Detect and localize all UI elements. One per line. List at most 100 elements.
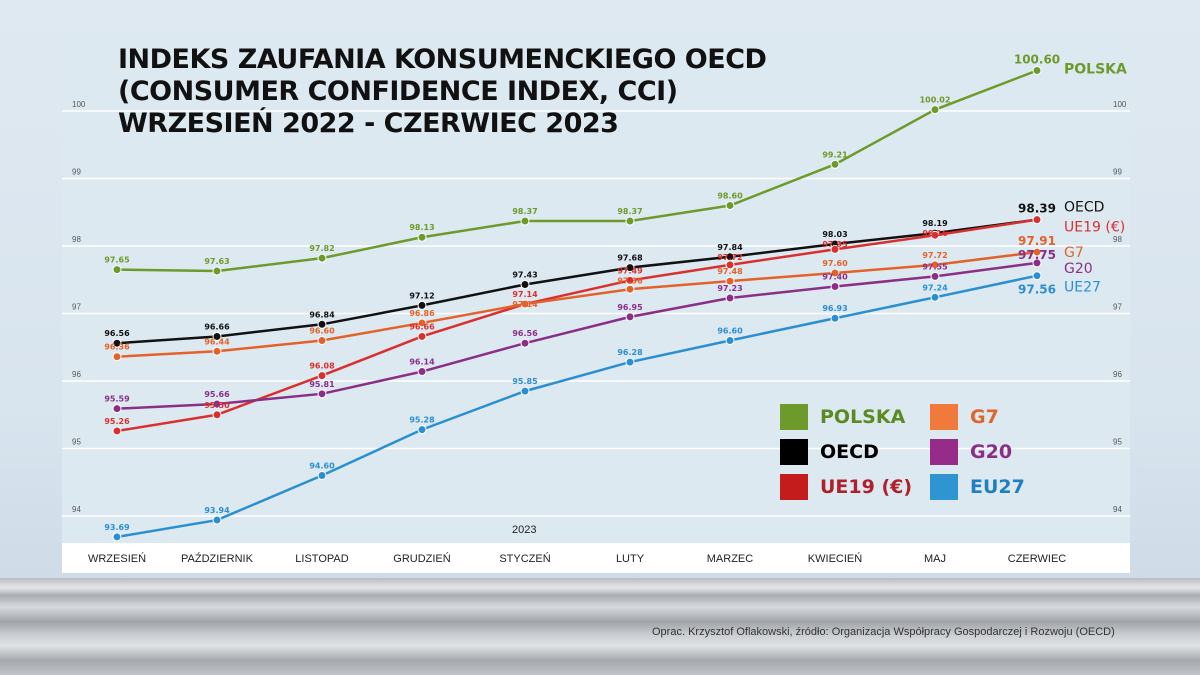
legend-swatch <box>930 439 958 465</box>
data-point <box>1032 215 1042 225</box>
data-point <box>1032 247 1042 257</box>
data-label: 96.44 <box>204 337 230 346</box>
data-label: 97.84 <box>717 243 743 252</box>
data-label: 97.75 <box>1018 248 1056 262</box>
data-point <box>625 312 635 322</box>
data-label: 98.03 <box>822 230 847 239</box>
data-label: 93.69 <box>104 523 130 532</box>
x-tick-label: WRZESIEŃ <box>88 552 146 565</box>
series-end-label: OECD <box>1064 200 1104 216</box>
legend-label: UE19 (€) <box>820 476 913 498</box>
data-point <box>1032 258 1042 268</box>
y-tick-label-left: 97 <box>72 303 81 312</box>
y-tick-label-right: 96 <box>1113 370 1122 379</box>
legend: POLSKA G7 OECD G20 UE19 (€) EU27 <box>780 404 1050 500</box>
data-label: 97.12 <box>409 291 434 300</box>
legend-item: UE19 (€) <box>780 474 930 500</box>
data-label: 98.37 <box>617 207 642 216</box>
series-line-g20 <box>116 261 1038 410</box>
title-line-2: (CONSUMER CONFIDENCE INDEX, CCI) <box>118 76 678 107</box>
data-point <box>112 338 122 348</box>
data-point <box>212 515 222 525</box>
data-point <box>625 284 635 294</box>
title-line-1: INDEKS ZAUFANIA KONSUMENCKIEGO OECD <box>118 44 767 75</box>
data-label: 97.60 <box>822 259 848 268</box>
data-label: 96.84 <box>309 310 335 319</box>
title-line-3: WRZESIEŃ 2022 - CZERWIEC 2023 <box>118 108 619 139</box>
data-point <box>725 293 735 303</box>
data-label: 95.59 <box>104 395 130 404</box>
data-point <box>417 232 427 242</box>
data-label: 96.56 <box>104 329 130 338</box>
data-point <box>830 313 840 323</box>
series-line-eu27 <box>116 274 1038 539</box>
data-label: 97.24 <box>922 283 948 292</box>
data-point <box>417 331 427 341</box>
series-end-label: G7 <box>1064 245 1084 261</box>
data-label: 98.13 <box>409 223 434 232</box>
y-tick-label-left: 98 <box>72 235 81 244</box>
truck-background-image <box>0 578 1200 675</box>
data-label: 96.60 <box>717 327 743 336</box>
data-label: 99.21 <box>822 150 848 159</box>
data-label: 98.60 <box>717 192 743 201</box>
data-point <box>1032 271 1042 281</box>
data-point <box>212 399 222 409</box>
y-tick-label-right: 95 <box>1113 438 1122 447</box>
data-point <box>417 425 427 435</box>
legend-item: OECD <box>780 439 930 465</box>
source-note: Oprac. Krzysztof Oflakowski, źródło: Org… <box>652 626 1115 638</box>
data-label: 98.39 <box>1018 202 1056 216</box>
data-label: 96.28 <box>617 348 643 357</box>
legend-item: POLSKA <box>780 404 930 430</box>
data-point <box>830 159 840 169</box>
data-label: 97.72 <box>922 251 947 260</box>
data-point <box>830 282 840 291</box>
data-point <box>625 216 635 226</box>
data-label: 97.23 <box>717 284 742 293</box>
y-tick-label-right: 94 <box>1113 505 1122 514</box>
y-tick-label-left: 94 <box>72 505 81 514</box>
y-tick-label-left: 95 <box>72 438 81 447</box>
data-point <box>520 386 530 396</box>
data-label: 98.16 <box>922 229 948 238</box>
data-label: 96.95 <box>617 303 643 312</box>
data-label: 97.91 <box>1018 234 1056 248</box>
x-tick-label: LUTY <box>616 553 645 565</box>
chart-title: INDEKS ZAUFANIA KONSUMENCKIEGO OECD (CON… <box>118 44 767 140</box>
x-tick-label: CZERWIEC <box>1008 553 1067 565</box>
series-line-g7 <box>116 250 1038 358</box>
data-label: 93.94 <box>204 506 230 515</box>
data-point <box>625 275 635 285</box>
data-label: 96.66 <box>204 322 230 331</box>
legend-swatch <box>930 474 958 500</box>
series-end-label: G20 <box>1064 261 1093 277</box>
data-point <box>930 230 940 240</box>
data-label: 96.36 <box>104 343 130 352</box>
data-point <box>930 271 940 281</box>
data-label: 97.95 <box>822 240 848 249</box>
data-label: 95.28 <box>409 416 435 425</box>
legend-item: G20 <box>930 439 1050 465</box>
data-label: 97.63 <box>204 257 229 266</box>
data-label: 96.60 <box>309 327 335 336</box>
x-tick-label: KWIECIEŃ <box>808 552 862 565</box>
x-tick-label: LISTOPAD <box>295 553 348 565</box>
y-tick-label-right: 98 <box>1113 235 1122 244</box>
data-label: 96.86 <box>409 309 435 318</box>
y-tick-label-right: 99 <box>1113 168 1122 177</box>
data-point <box>417 318 427 328</box>
legend-label: POLSKA <box>820 406 906 428</box>
legend-item: G7 <box>930 404 1050 430</box>
data-label: 100.60 <box>1014 53 1060 67</box>
data-label: 97.40 <box>822 273 848 282</box>
data-label: 95.50 <box>204 401 230 410</box>
data-label: 97.56 <box>1018 283 1056 297</box>
year-annotation: 2023 <box>512 524 537 536</box>
series-line-polska <box>116 69 1038 273</box>
y-tick-label-left: 100 <box>72 100 86 109</box>
y-tick-label-left: 99 <box>72 168 81 177</box>
data-label: 97.55 <box>922 262 948 271</box>
data-label: 97.43 <box>512 270 537 279</box>
legend-label: G7 <box>970 406 999 428</box>
